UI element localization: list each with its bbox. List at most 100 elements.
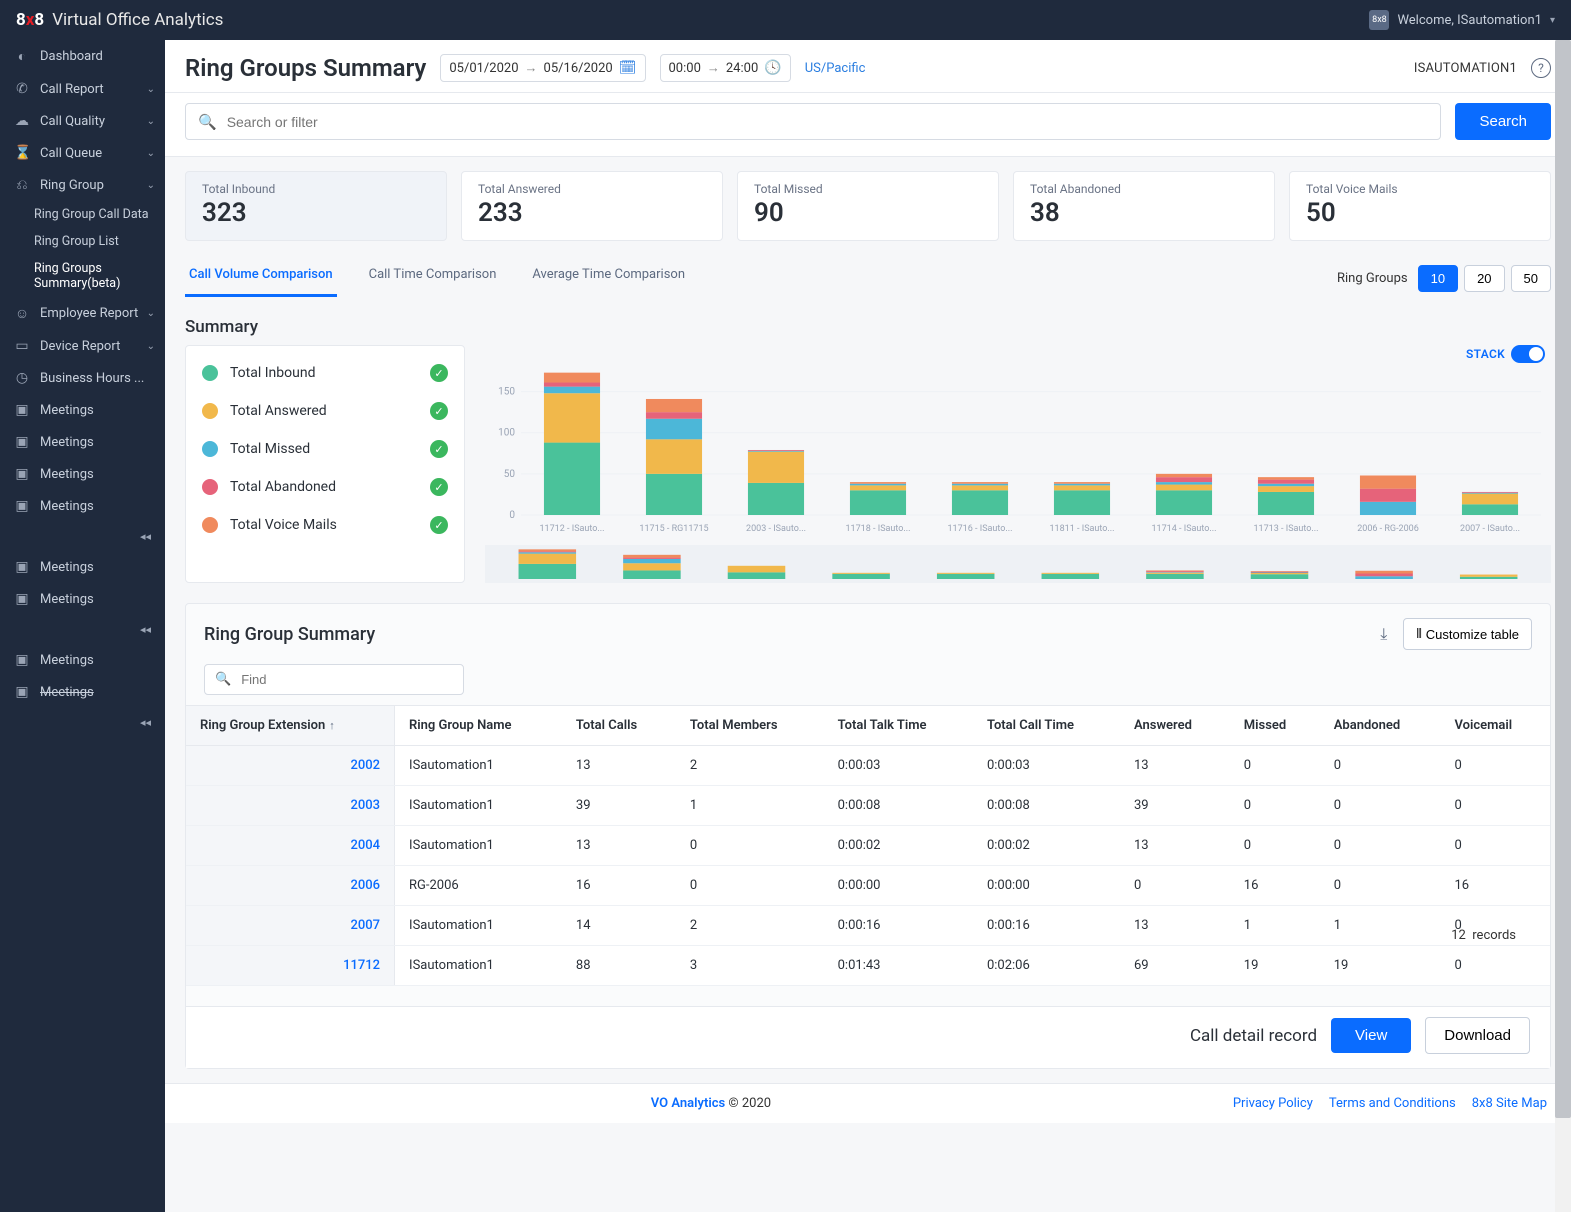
table-cell[interactable]: 2004: [186, 826, 395, 866]
sidebar-item-meetings[interactable]: ▣Meetings: [0, 458, 165, 490]
metric-card-total-missed[interactable]: Total Missed90: [737, 171, 999, 241]
arrow-icon: →: [525, 60, 538, 76]
table-cell[interactable]: 11712: [186, 946, 395, 986]
sidebar-item-dashboard[interactable]: ◐Dashboard: [0, 40, 165, 73]
sidebar-item-meetings[interactable]: ▣Meetings: [0, 676, 165, 708]
timezone-link[interactable]: US/Pacific: [805, 61, 866, 76]
stack-toggle[interactable]: [1511, 345, 1545, 363]
sidebar-rewind[interactable]: ◂◂: [0, 708, 165, 737]
sidebar-item-meetings[interactable]: ▣Meetings: [0, 490, 165, 522]
sidebar-rewind[interactable]: ◂◂: [0, 615, 165, 644]
column-header-answered[interactable]: Answered: [1120, 706, 1230, 746]
svg-text:11713 - ISauto...: 11713 - ISauto...: [1254, 524, 1319, 534]
footer-link-privacy-policy[interactable]: Privacy Policy: [1233, 1096, 1313, 1111]
table-cell[interactable]: 2003: [186, 786, 395, 826]
legend-item-total-voice-mails[interactable]: Total Voice Mails✓: [186, 506, 464, 544]
sidebar-sub-ring-group-list[interactable]: Ring Group List: [0, 228, 165, 255]
chart-overview[interactable]: [485, 545, 1551, 583]
legend-item-total-missed[interactable]: Total Missed✓: [186, 430, 464, 468]
calendar-icon: 🗓: [619, 60, 637, 76]
column-header-total-members[interactable]: Total Members: [676, 706, 824, 746]
column-header-voicemail[interactable]: Voicemail: [1440, 706, 1550, 746]
column-header-abandoned[interactable]: Abandoned: [1320, 706, 1441, 746]
sidebar-item-call-queue[interactable]: ⌛Call Queue⌄: [0, 137, 165, 169]
view-button[interactable]: View: [1331, 1018, 1411, 1053]
column-header-total-calls[interactable]: Total Calls: [562, 706, 676, 746]
column-header-missed[interactable]: Missed: [1230, 706, 1320, 746]
metric-card-total-abandoned[interactable]: Total Abandoned38: [1013, 171, 1275, 241]
rewind-icon: ◂◂: [140, 716, 151, 729]
legend-item-total-inbound[interactable]: Total Inbound✓: [186, 354, 464, 392]
column-header-ring-group-extension[interactable]: Ring Group Extension↑: [186, 706, 395, 746]
table-cell[interactable]: 2002: [186, 746, 395, 786]
sidebar-item-call-report[interactable]: ✆Call Report⌄: [0, 73, 165, 105]
find-box[interactable]: 🔍: [204, 664, 464, 695]
search-box[interactable]: 🔍: [185, 103, 1441, 140]
call-detail-label: Call detail record: [1190, 1026, 1317, 1046]
time-range-picker[interactable]: 00:00 → 24:00 🕓: [660, 54, 791, 82]
tab-call-time-comparison[interactable]: Call Time Comparison: [365, 259, 501, 297]
main-content: Ring Groups Summary 05/01/2020 → 05/16/2…: [165, 40, 1571, 1212]
download-button[interactable]: Download: [1425, 1017, 1530, 1054]
footer-link-terms-and-conditions[interactable]: Terms and Conditions: [1329, 1096, 1456, 1111]
column-header-total-call-time[interactable]: Total Call Time: [973, 706, 1120, 746]
extension-link[interactable]: 11712: [343, 958, 380, 973]
scrollbar[interactable]: [1555, 40, 1571, 1212]
find-input[interactable]: [241, 672, 453, 687]
footer-link-8x8-site-map[interactable]: 8x8 Site Map: [1472, 1096, 1547, 1111]
legend-item-total-abandoned[interactable]: Total Abandoned✓: [186, 468, 464, 506]
sidebar-item-meetings[interactable]: ▣Meetings: [0, 426, 165, 458]
sidebar-item-call-quality[interactable]: ☁Call Quality⌄: [0, 105, 165, 137]
sidebar-item-meetings[interactable]: ▣Meetings: [0, 644, 165, 676]
metric-card-total-inbound[interactable]: Total Inbound323: [185, 171, 447, 241]
column-header-ring-group-name[interactable]: Ring Group Name: [395, 706, 562, 746]
download-icon[interactable]: ⤓: [1380, 624, 1387, 644]
ring-groups-option-10[interactable]: 10: [1418, 265, 1458, 292]
extension-link[interactable]: 2007: [350, 918, 380, 933]
sidebar-rewind[interactable]: ◂◂: [0, 522, 165, 551]
sidebar-item-meetings[interactable]: ▣Meetings: [0, 551, 165, 583]
sidebar-sub-ring-groups-summary-beta-[interactable]: Ring Groups Summary(beta): [0, 255, 165, 297]
legend-item-total-answered[interactable]: Total Answered✓: [186, 392, 464, 430]
tab-average-time-comparison[interactable]: Average Time Comparison: [528, 259, 689, 297]
table-cell: 39: [1120, 786, 1230, 826]
extension-link[interactable]: 2006: [350, 878, 380, 893]
nav-icon: ▣: [14, 684, 30, 700]
search-input[interactable]: [227, 114, 1429, 130]
table-cell: ISautomation1: [395, 906, 562, 946]
table-cell: 13: [1120, 906, 1230, 946]
metric-card-total-voice-mails[interactable]: Total Voice Mails50: [1289, 171, 1551, 241]
help-icon[interactable]: ?: [1531, 58, 1551, 78]
sidebar-item-ring-group[interactable]: ⎌Ring Group⌄: [0, 169, 165, 201]
table-cell: 69: [1120, 946, 1230, 986]
date-range-picker[interactable]: 05/01/2020 → 05/16/2020 🗓: [440, 54, 645, 82]
table-cell: 0:00:16: [824, 906, 973, 946]
topbar-user[interactable]: 8x8 Welcome, ISautomation1 ▾: [1369, 10, 1555, 30]
table-cell: 13: [562, 746, 676, 786]
column-header-total-talk-time[interactable]: Total Talk Time: [824, 706, 973, 746]
ring-groups-option-50[interactable]: 50: [1511, 265, 1551, 292]
nav-icon: ▣: [14, 559, 30, 575]
sidebar-sub-ring-group-call-data[interactable]: Ring Group Call Data: [0, 201, 165, 228]
customize-table-button[interactable]: ⫴ Customize table: [1403, 618, 1532, 650]
brand: 8x8 Virtual Office Analytics: [16, 10, 223, 30]
ring-groups-option-20[interactable]: 20: [1464, 265, 1504, 292]
search-button[interactable]: Search: [1455, 103, 1551, 140]
sidebar-item-meetings[interactable]: ▣Meetings: [0, 394, 165, 426]
table-cell[interactable]: 2006: [186, 866, 395, 906]
metric-card-total-answered[interactable]: Total Answered233: [461, 171, 723, 241]
tab-call-volume-comparison[interactable]: Call Volume Comparison: [185, 259, 337, 297]
table-cell: 0: [1440, 786, 1550, 826]
sidebar-item-employee-report[interactable]: ☺Employee Report⌄: [0, 297, 165, 330]
sidebar-item-meetings[interactable]: ▣Meetings: [0, 583, 165, 615]
extension-link[interactable]: 2004: [350, 838, 380, 853]
extension-link[interactable]: 2003: [350, 798, 380, 813]
sidebar-item-device-report[interactable]: ▭Device Report⌄: [0, 330, 165, 362]
sidebar-item-business-hours-...[interactable]: ◷Business Hours ...: [0, 362, 165, 394]
extension-link[interactable]: 2002: [350, 758, 380, 773]
brand-logo: 8x8: [16, 10, 44, 30]
legend-dot-icon: [202, 365, 218, 381]
table-cell[interactable]: 2007: [186, 906, 395, 946]
search-icon: 🔍: [198, 113, 217, 131]
table-cell: 0: [676, 866, 824, 906]
